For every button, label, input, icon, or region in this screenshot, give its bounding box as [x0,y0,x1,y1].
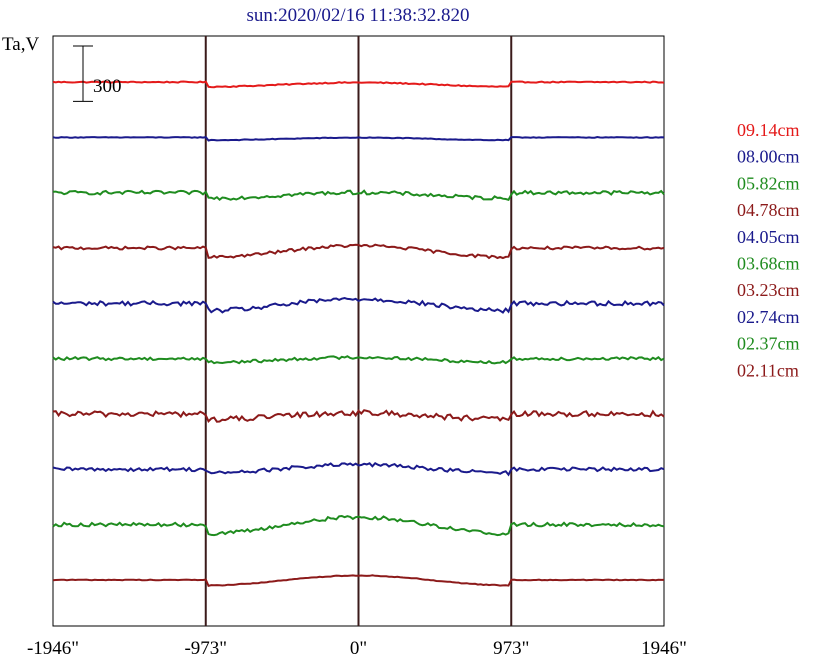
x-tick-labels: -1946" -973" 0" 973" 1946" [27,638,687,659]
legend-entry-02.37cm: 02.37cm [737,334,800,354]
series-line-02.11cm [52,574,664,587]
series-line-05.82cm [52,189,665,202]
vertical-grid-lines [204,36,513,626]
series-line-03.68cm [52,355,665,365]
legend-entry-04.05cm: 04.05cm [737,227,800,247]
x-tick-label-3: 973" [493,638,529,659]
chart-title: sun:2020/02/16 11:38:32.820 [246,5,469,26]
series-line-02.74cm [52,461,665,477]
legend-entry-02.11cm: 02.11cm [737,360,799,380]
legend-entry-05.82cm: 05.82cm [737,173,800,193]
x-tick-label-2: 0" [350,638,367,659]
legend-entry-02.74cm: 02.74cm [737,307,800,327]
x-tick-label-0: -1946" [27,638,79,659]
x-tick-label-4: 1946" [641,638,687,659]
legend-entry-03.68cm: 03.68cm [737,254,800,274]
legend-entry-04.78cm: 04.78cm [737,200,800,220]
series-line-04.78cm [52,243,665,260]
scale-bar: 300 [73,45,122,102]
legend-entry-09.14cm: 09.14cm [737,120,800,140]
legend: 09.14cm 08.00cm 05.82cm 04.78cm 04.05cm 03.68… [737,120,800,380]
series-line-03.23cm [52,409,665,424]
series-line-04.05cm [52,296,665,314]
series-line-09.14cm [52,80,665,89]
scale-bar-label: 300 [93,76,122,97]
legend-entry-03.23cm: 03.23cm [737,280,800,300]
series-line-02.37cm [52,514,665,537]
series-layer [52,80,665,587]
y-axis-label: Ta,V [2,34,39,55]
x-tick-label-1: -973" [184,638,227,659]
legend-entry-08.00cm: 08.00cm [737,147,800,167]
series-line-08.00cm [52,135,665,142]
